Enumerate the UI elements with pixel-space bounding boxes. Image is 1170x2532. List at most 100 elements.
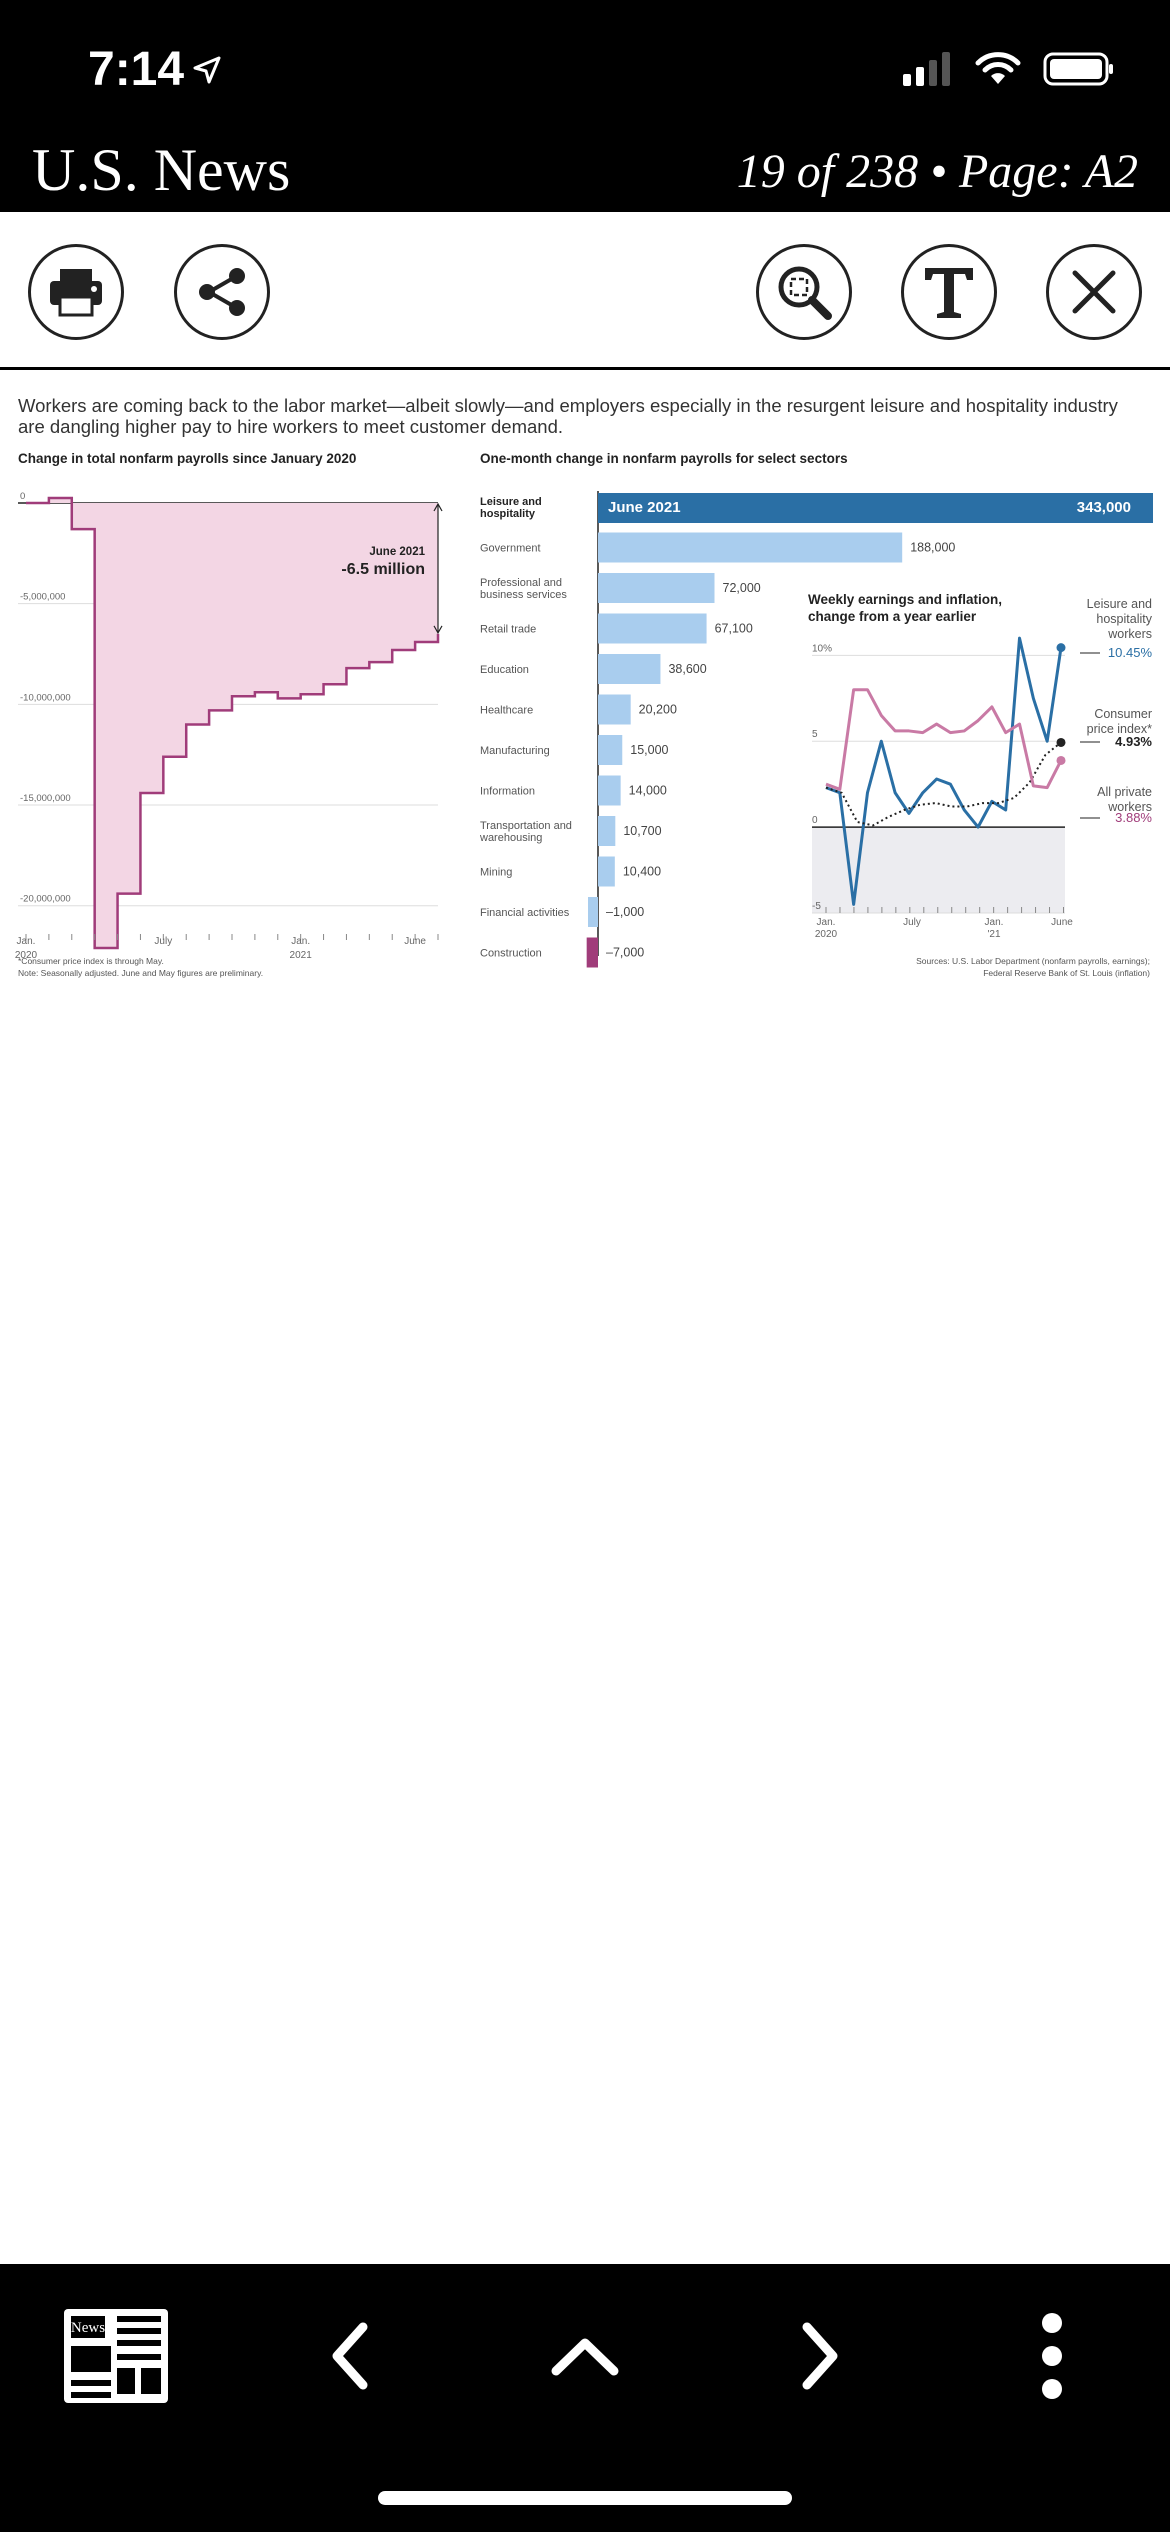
- bar-value-label: 20,200: [639, 703, 677, 717]
- next-page-button[interactable]: [760, 2296, 880, 2416]
- series-name-label: price index*: [1087, 722, 1152, 736]
- payroll-area-fill: [26, 497, 438, 949]
- x-tick-label: Jan.: [817, 917, 836, 928]
- x-tick-label-year: 2021: [290, 950, 313, 961]
- x-tick-label-year: 2020: [15, 950, 38, 961]
- annotation-value: -6.5 million: [341, 561, 425, 578]
- y-tick-label: -5,000,000: [20, 592, 65, 603]
- series-name-label: hospitality: [1096, 612, 1152, 626]
- series-end-value: 4.93%: [1115, 734, 1152, 749]
- y-tick-label: -5: [812, 901, 821, 912]
- series-end-value: 3.88%: [1115, 810, 1152, 825]
- sector-label: warehousing: [479, 832, 542, 844]
- sector-bar: [598, 613, 707, 644]
- bar-value-label: 38,600: [668, 662, 706, 676]
- series-line: [825, 741, 1062, 827]
- sector-label: Professional and: [480, 577, 562, 589]
- y-tick-label: 10%: [812, 643, 832, 654]
- chevron-up-icon: [551, 2338, 619, 2376]
- payroll-chart-title: Change in total nonfarm payrolls since J…: [18, 451, 356, 466]
- sections-button[interactable]: News: [56, 2296, 176, 2416]
- sector-label: Education: [480, 664, 529, 676]
- battery-icon: [1043, 52, 1113, 86]
- sector-label: business services: [480, 589, 567, 601]
- sector-label: Transportation and: [480, 820, 572, 832]
- series-endpoint: [1056, 737, 1066, 747]
- toolbar: [0, 212, 1170, 370]
- earnings-inflation-chart: Weekly earnings and inflation, change fro…: [808, 589, 1154, 940]
- chevron-left-icon: [332, 2322, 368, 2390]
- sector-label: Healthcare: [480, 705, 533, 717]
- sector-bar: [598, 775, 621, 806]
- home-indicator[interactable]: [378, 2491, 792, 2505]
- sector-label: Retail trade: [480, 624, 536, 636]
- payroll-step-line: [26, 496, 440, 950]
- x-tick-label: Jan.: [985, 917, 1004, 928]
- article-intro: Workers are coming back to the labor mar…: [18, 395, 1118, 437]
- x-tick-label: June: [404, 936, 426, 947]
- bar-value-label: 10,700: [623, 824, 661, 838]
- series-endpoint: [1056, 755, 1066, 765]
- sector-label: Leisure and: [480, 496, 542, 508]
- series-name-label: workers: [1107, 627, 1152, 641]
- series-name-label: All private: [1097, 785, 1152, 799]
- sector-bar: [598, 856, 615, 887]
- sector-bar: [598, 694, 631, 725]
- text-view-button[interactable]: [901, 244, 997, 340]
- share-button[interactable]: [174, 244, 270, 340]
- title-bar: U.S. News 19 of 238 • Page: A2: [0, 130, 1170, 212]
- sector-change-chart: One-month change in nonfarm payrolls for…: [479, 451, 1153, 968]
- close-button[interactable]: [1046, 244, 1142, 340]
- more-options-button[interactable]: [992, 2296, 1112, 2416]
- y-tick-label: 0: [812, 815, 818, 826]
- x-tick-label: July: [903, 917, 921, 928]
- time-text: 7:14: [88, 43, 185, 96]
- text-view-icon: [925, 268, 973, 318]
- series-name-label: Leisure and: [1087, 597, 1152, 611]
- previous-page-button[interactable]: [290, 2296, 410, 2416]
- news-label: News: [71, 2320, 105, 2336]
- chevron-right-icon: [802, 2322, 838, 2390]
- x-tick-label: June: [1051, 917, 1073, 928]
- close-icon: [1072, 270, 1116, 314]
- bar-value-label: 15,000: [630, 743, 668, 757]
- wifi-icon: [975, 52, 1021, 84]
- series-end-value: 10.45%: [1108, 645, 1153, 660]
- status-time: 7:14: [88, 42, 222, 97]
- print-button[interactable]: [28, 244, 124, 340]
- footnote-cpi: *Consumer price index is through May.: [18, 956, 164, 966]
- bar-value-label: 67,100: [715, 622, 753, 636]
- sector-label: Government: [480, 543, 541, 555]
- bar-value-label: 14,000: [629, 784, 667, 798]
- y-tick-label: 5: [812, 729, 818, 740]
- bar-value-label: 188,000: [910, 541, 955, 555]
- page-indicator: 19 of 238 • Page: A2: [736, 145, 1138, 198]
- sources-line-1: Sources: U.S. Labor Department (nonfarm …: [916, 956, 1150, 966]
- sector-bar: [598, 654, 661, 684]
- annotation-arrows: [433, 502, 443, 635]
- up-button[interactable]: [525, 2296, 645, 2416]
- bar-value-label: –1,000: [606, 905, 644, 919]
- location-arrow-icon: [193, 56, 221, 83]
- x-tick-label-year: 2020: [815, 929, 838, 940]
- y-tick-label: 0: [20, 491, 25, 502]
- sources-line-2: Federal Reserve Bank of St. Louis (infla…: [983, 968, 1150, 978]
- y-tick-label: -10,000,000: [20, 692, 71, 703]
- sector-bar: [586, 937, 598, 968]
- bottom-nav-bar: News: [0, 2264, 1170, 2532]
- sections-icon: News: [64, 2309, 168, 2403]
- series-name-label: Consumer: [1094, 707, 1152, 721]
- status-bar: 7:14: [0, 0, 1170, 130]
- more-vertical-icon: [1042, 2313, 1062, 2399]
- status-icons: [903, 52, 1115, 86]
- series-line: [825, 688, 1063, 791]
- sector-label: Information: [480, 786, 535, 798]
- footnote-note: Note: Seasonally adjusted. June and May …: [18, 968, 263, 978]
- y-tick-label: -20,000,000: [20, 894, 71, 905]
- bar-value-label: 10,400: [623, 865, 661, 879]
- sector-bar: [598, 573, 715, 603]
- payroll-change-chart: Change in total nonfarm payrolls since J…: [15, 451, 443, 961]
- series-endpoint: [1056, 643, 1066, 653]
- x-tick-label: Jan.: [291, 936, 310, 947]
- zoom-button[interactable]: [756, 244, 852, 340]
